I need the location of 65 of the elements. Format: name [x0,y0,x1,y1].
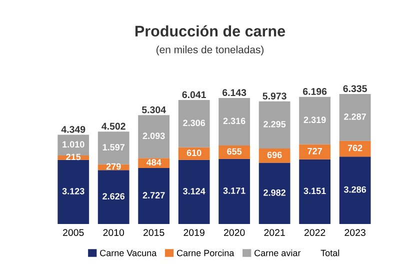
data-label: 215 [66,154,81,160]
bar [258,101,290,149]
data-label: 727 [308,148,322,154]
data-label: 2.316 [223,118,246,124]
x-tick-label: 2023 [344,229,366,236]
bar [258,148,290,163]
total-label: 5.304 [142,106,166,114]
data-label: 484 [146,159,162,166]
data-label: 696 [267,152,282,158]
data-label: 3.286 [344,186,366,193]
text: Total [320,250,340,256]
bar [218,145,250,159]
total-label: 6.196 [303,88,327,95]
data-label: 1.597 [102,144,124,150]
data-label: 1.010 [62,141,84,148]
x-tick-label: 2005 [63,229,84,236]
bar [339,156,371,224]
data-label: 2.319 [304,116,326,124]
total-label: 4.349 [61,126,86,133]
total-label: 6.335 [343,85,367,92]
x-tick-label: 2015 [144,229,164,236]
x-tick-label: 2022 [304,229,326,236]
bar [98,170,130,224]
bar [178,160,210,224]
legend-label: Carne Vacuna [100,250,157,256]
data-label: 2.287 [344,113,366,120]
x-tick-label: 2019 [184,229,204,236]
bar [138,115,170,158]
bar [339,94,371,141]
chart-title: Producción de carne [135,25,286,37]
legend-label: Carne aviar [254,250,301,256]
bar [299,144,330,160]
data-label: 2.295 [264,121,286,128]
bar [299,96,330,144]
bar [218,98,250,146]
x-tick-label: 2010 [103,229,124,236]
total-label: 4.502 [102,122,126,130]
bar [218,158,250,224]
bar [138,168,170,224]
bar [258,162,290,224]
bar [58,160,90,224]
data-label: 2.306 [183,120,206,126]
total-label: 6.041 [182,91,206,98]
chart-subtitle: (en miles de toneladas) [156,46,264,56]
data-label: 3.124 [182,188,206,194]
data-label: 762 [348,144,362,152]
data-label: 2.982 [264,189,286,196]
data-label: 2.093 [142,132,165,140]
data-label: 3.171 [223,187,246,194]
x-tick-label: 2021 [264,229,285,236]
total-label: 5.973 [262,92,286,100]
bar [178,100,210,148]
bar [299,159,330,224]
data-label: 2.727 [142,192,165,198]
bar [339,140,371,157]
data-label: 3.151 [304,188,326,194]
data-label: 3.123 [62,188,84,194]
total-label: 6.143 [222,89,246,96]
bar [98,132,130,164]
legend-label: Carne Porcina [176,250,234,256]
data-label: 655 [227,148,242,155]
data-label: 279 [106,163,121,170]
x-tick-label: 2020 [224,229,245,236]
data-label: 2.626 [102,193,125,200]
data-label: 610 [186,150,202,156]
